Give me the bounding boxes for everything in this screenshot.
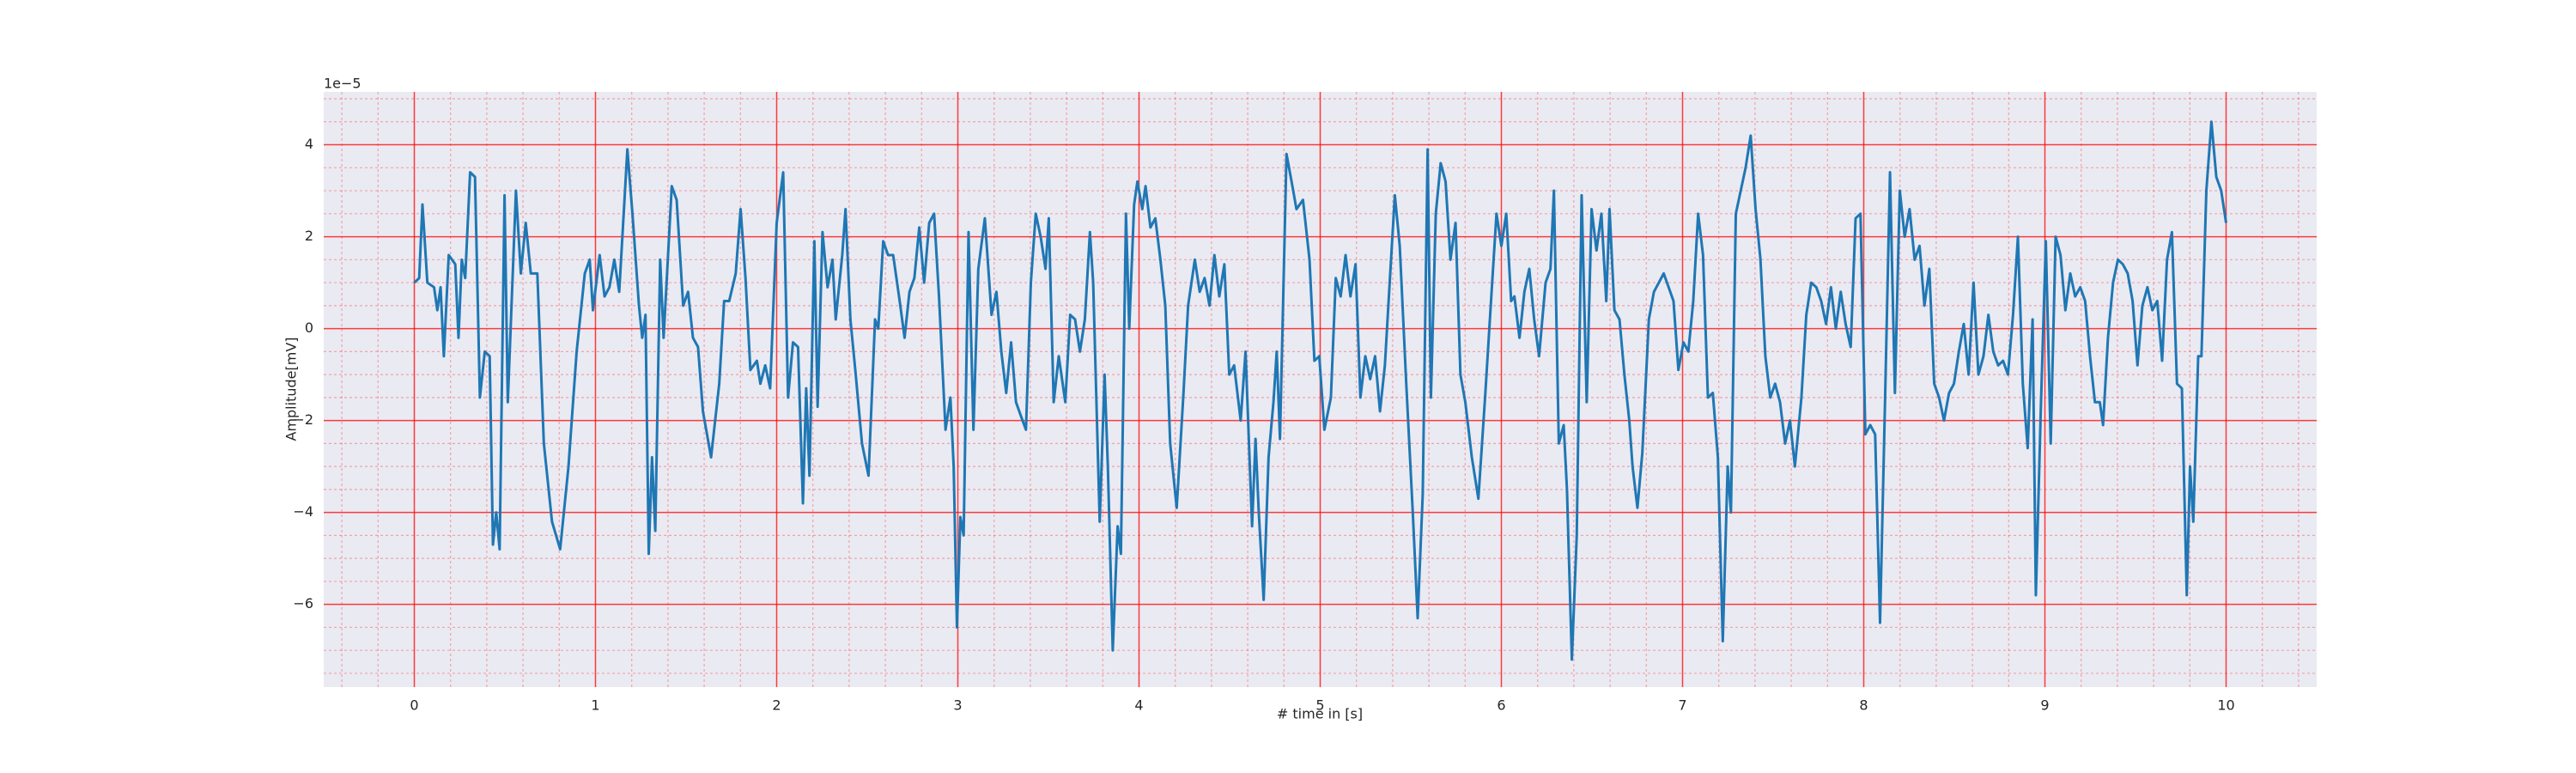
- y-tick-label: −4: [293, 503, 313, 520]
- x-tick-label: 6: [1497, 697, 1505, 714]
- signal-line: [413, 120, 2227, 661]
- y-tick-label: 0: [305, 320, 313, 336]
- y-tick-label: 4: [305, 136, 313, 152]
- x-tick-label: 4: [1134, 697, 1143, 714]
- x-tick-label: 1: [591, 697, 599, 714]
- x-tick-label: 3: [953, 697, 962, 714]
- x-tick-label: 5: [1315, 697, 1324, 714]
- x-tick-label: 0: [410, 697, 418, 714]
- x-tick-label: 9: [2040, 697, 2049, 714]
- y-tick-label: −2: [293, 411, 313, 428]
- y-axis-label: Amplitude[mV]: [283, 337, 300, 441]
- x-tick-label: 8: [1859, 697, 1868, 714]
- x-tick-label: 7: [1678, 697, 1686, 714]
- y-offset-label: 1e−5: [324, 76, 361, 92]
- y-tick-label: −6: [293, 595, 313, 612]
- x-axis-label: # time in [s]: [1277, 706, 1363, 722]
- y-tick-label: 2: [305, 228, 313, 244]
- x-tick-label: 10: [2217, 697, 2234, 714]
- x-tick-label: 2: [772, 697, 781, 714]
